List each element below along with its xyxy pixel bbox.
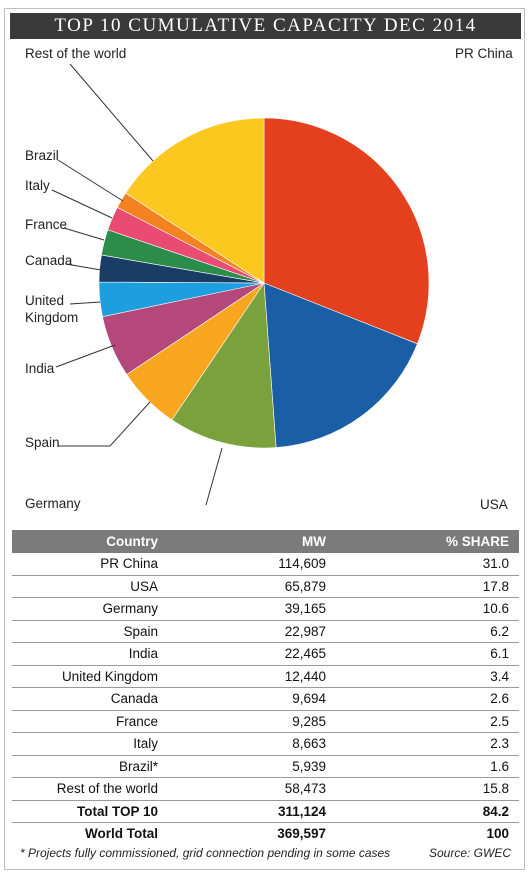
slice-label: Spain [25,435,60,450]
table-row: Germany 39,165 10.6 [12,597,519,621]
cell-country: Spain [12,620,162,643]
slice-label: Rest of the world [25,46,126,61]
cell-country: Rest of the world [12,777,162,801]
cell-country: France [12,710,162,733]
cell-mw: 9,285 [162,710,330,733]
pie-slice-germany [171,282,277,449]
pie-slice-usa [263,282,418,448]
table-row: India 22,465 6.1 [12,642,519,666]
cell-share: 100 [486,826,509,842]
cell-country: USA [12,575,162,598]
leader-line [51,189,113,219]
pie-slice-pr-china [263,117,430,345]
leader-line [55,344,116,368]
cell-mw: 114,609 [162,553,330,576]
slice-label: United Kingdom [25,293,78,325]
cell-share: 2.3 [330,732,519,756]
chart-title: TOP 10 CUMULATIVE CAPACITY DEC 2014 [10,13,521,39]
column-header-mw: MW [162,530,330,553]
leader-line [65,263,102,271]
slice-label: USA [480,497,508,512]
cell-mw: 311,124 [162,800,330,823]
cell-mw: 58,473 [162,777,330,801]
chart-frame [4,8,525,870]
cell-country: PR China [12,553,162,576]
cell-country: Total TOP 10 [12,800,162,823]
cell-mw: 5,939 [162,755,330,778]
cell-share: 31.0 [330,553,519,576]
cell-share: 15.8 [330,777,519,801]
cell-share: 6.2 [330,620,519,643]
cell-mw: 369,597 [277,826,326,842]
leader-line [205,447,223,506]
table-row: France 9,285 2.5 [12,710,519,733]
table-row: Spain 22,987 6.2 [12,620,519,643]
table-header-row: Country MW % SHARE [12,530,519,553]
total-row: World Total 369,597 100 [12,823,519,845]
slice-label: India [25,361,55,376]
slice-label: France [25,217,67,232]
leader-line [58,401,151,447]
column-header-share: % SHARE [330,530,519,553]
cell-share: 84.2 [330,800,519,823]
table-row: USA 65,879 17.8 [12,575,519,598]
slice-label: Canada [25,253,73,268]
cell-country: United Kingdom [12,665,162,688]
total-row: Total TOP 10 311,124 84.2 [12,800,519,823]
cell-mw: 8,663 [162,732,330,756]
cell-mw: 65,879 [162,575,330,598]
capacity-table: Country MW % SHARE PR China 114,609 31.0 US… [12,530,519,845]
slice-label: Italy [25,178,50,193]
cell-country: World Total [85,826,158,842]
table-row: Rest of the world 58,473 15.8 [12,777,519,801]
table-row: United Kingdom 12,440 3.4 [12,665,519,688]
column-header-country: Country [12,530,162,553]
cell-country: Canada [12,687,162,711]
leader-line [69,63,154,162]
cell-country: Germany [12,597,162,621]
slice-label: Germany [25,496,81,511]
table-row: Italy 8,663 2.3 [12,732,519,756]
table-row: Brazil* 5,939 1.6 [12,755,519,778]
cell-country: India [12,642,162,666]
slice-label: PR China [455,46,513,61]
cell-share: 10.6 [330,597,519,621]
cell-country: Italy [12,732,162,756]
table-row: Canada 9,694 2.6 [12,687,519,711]
table-row: PR China 114,609 31.0 [12,553,519,576]
cell-mw: 12,440 [162,665,330,688]
cell-share: 6.1 [330,642,519,666]
leader-line [63,227,105,241]
cell-share: 3.4 [330,665,519,688]
pie-slice-rest-of-the-world [125,117,265,284]
cell-mw: 9,694 [162,687,330,711]
slice-label: Brazil [25,148,59,163]
leader-line [57,159,124,202]
leader-line [69,301,101,305]
footnote: * Projects fully commissioned, grid conn… [20,846,391,860]
cell-share: 2.5 [330,710,519,733]
cell-mw: 22,465 [162,642,330,666]
cell-country: Brazil* [12,755,162,778]
cell-share: 17.8 [330,575,519,598]
cell-mw: 39,165 [162,597,330,621]
cell-mw: 22,987 [162,620,330,643]
source-note: Source: GWEC [428,846,511,860]
cell-share: 2.6 [330,687,519,711]
pie-chart: PR China USA Germany Spain India United Kingdo… [25,46,513,512]
cell-share: 1.6 [330,755,519,778]
